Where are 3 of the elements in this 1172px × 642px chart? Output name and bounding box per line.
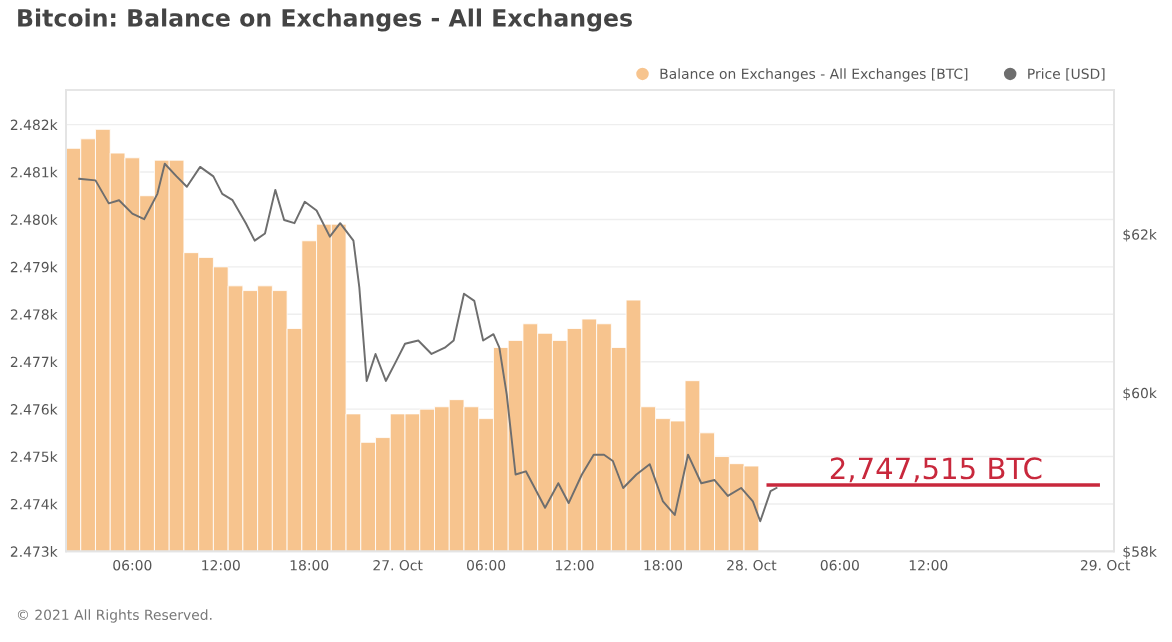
- line-series: [78, 162, 778, 523]
- chart-title: Bitcoin: Balance on Exchanges - All Exchanges: [18, 8, 632, 32]
- ref-line-label: 2,747,515 BTC: [830, 457, 1042, 483]
